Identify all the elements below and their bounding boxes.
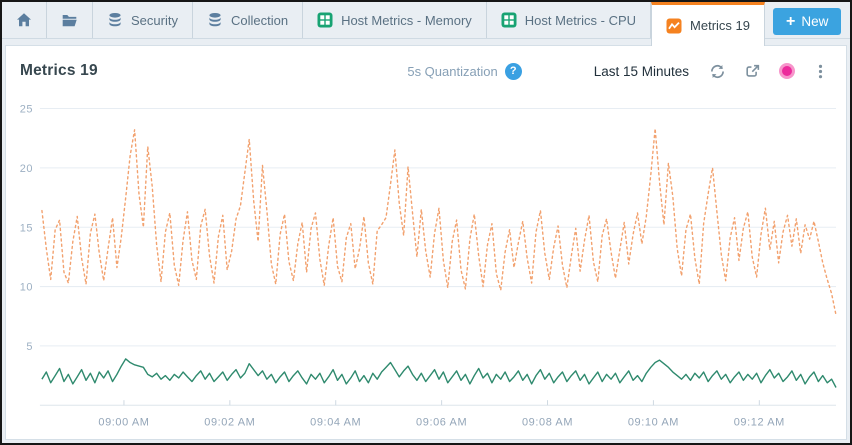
tab-bar: Security Collection Host Metrics - Memor… bbox=[2, 2, 850, 46]
tab-label: Host Metrics - CPU bbox=[524, 12, 637, 28]
tab-label: Host Metrics - Memory bbox=[341, 12, 472, 28]
panel-header: Metrics 19 5s Quantization ? Last 15 Min… bbox=[6, 46, 846, 84]
chart-svg[interactable]: 5 10 15 20 25 09:00 AM 09:02 AM 09:04 AM 09:06 A… bbox=[8, 84, 844, 437]
x-tick-label: 09:12 AM bbox=[734, 417, 785, 429]
new-tab-label: New bbox=[801, 14, 829, 29]
help-icon[interactable]: ? bbox=[504, 62, 522, 80]
metrics-chart[interactable]: 5 10 15 20 25 09:00 AM 09:02 AM 09:04 AM 09:06 A… bbox=[6, 84, 846, 439]
metrics-panel: Metrics 19 5s Quantization ? Last 15 Min… bbox=[5, 45, 847, 440]
grid-icon bbox=[317, 12, 333, 28]
new-tab-button[interactable]: + New bbox=[773, 8, 842, 35]
ellipsis-icon bbox=[818, 64, 823, 78]
y-tick-label: 10 bbox=[20, 282, 33, 294]
tab-host-metrics-cpu[interactable]: Host Metrics - CPU bbox=[487, 2, 652, 38]
x-tick-label: 09:02 AM bbox=[204, 417, 255, 429]
share-icon bbox=[746, 64, 760, 77]
tab-metrics-19[interactable]: Metrics 19 bbox=[651, 2, 765, 46]
refresh-button[interactable] bbox=[709, 63, 726, 80]
quantization-group: 5s Quantization ? bbox=[407, 62, 522, 80]
tab-host-metrics-memory[interactable]: Host Metrics - Memory bbox=[303, 2, 487, 38]
tab-label: Collection bbox=[230, 12, 289, 28]
y-tick-label: 5 bbox=[26, 341, 33, 353]
tab-folder[interactable] bbox=[47, 2, 93, 38]
overflow-menu-button[interactable] bbox=[813, 63, 828, 80]
quantization-label: 5s Quantization bbox=[407, 63, 498, 79]
series-orange-metric bbox=[41, 127, 837, 316]
x-tick-label: 09:10 AM bbox=[628, 417, 679, 429]
live-indicator[interactable] bbox=[779, 63, 795, 79]
series-green-metric bbox=[41, 358, 837, 388]
home-icon bbox=[16, 12, 32, 28]
tab-collection[interactable]: Collection bbox=[193, 2, 304, 38]
grid-icon bbox=[501, 12, 517, 28]
x-tick-label: 09:06 AM bbox=[416, 417, 467, 429]
database-icon bbox=[207, 12, 223, 28]
tab-label: Metrics 19 bbox=[690, 18, 750, 33]
database-icon bbox=[107, 12, 123, 28]
tab-security[interactable]: Security bbox=[93, 2, 193, 38]
chart-icon bbox=[666, 18, 682, 34]
x-tick-label: 09:00 AM bbox=[98, 417, 149, 429]
y-tick-label: 25 bbox=[20, 103, 33, 115]
share-button[interactable] bbox=[744, 63, 761, 80]
x-tick-label: 09:08 AM bbox=[522, 417, 573, 429]
plus-icon: + bbox=[786, 12, 796, 30]
y-tick-label: 20 bbox=[20, 163, 33, 175]
y-tick-label: 15 bbox=[20, 222, 33, 234]
folder-icon bbox=[61, 12, 78, 28]
time-range-selector[interactable]: Last 15 Minutes bbox=[593, 63, 689, 79]
page-title: Metrics 19 bbox=[20, 62, 98, 79]
refresh-icon bbox=[711, 64, 724, 78]
x-tick-label: 09:04 AM bbox=[310, 417, 361, 429]
tab-label: Security bbox=[131, 12, 178, 28]
tab-home[interactable] bbox=[2, 2, 47, 38]
